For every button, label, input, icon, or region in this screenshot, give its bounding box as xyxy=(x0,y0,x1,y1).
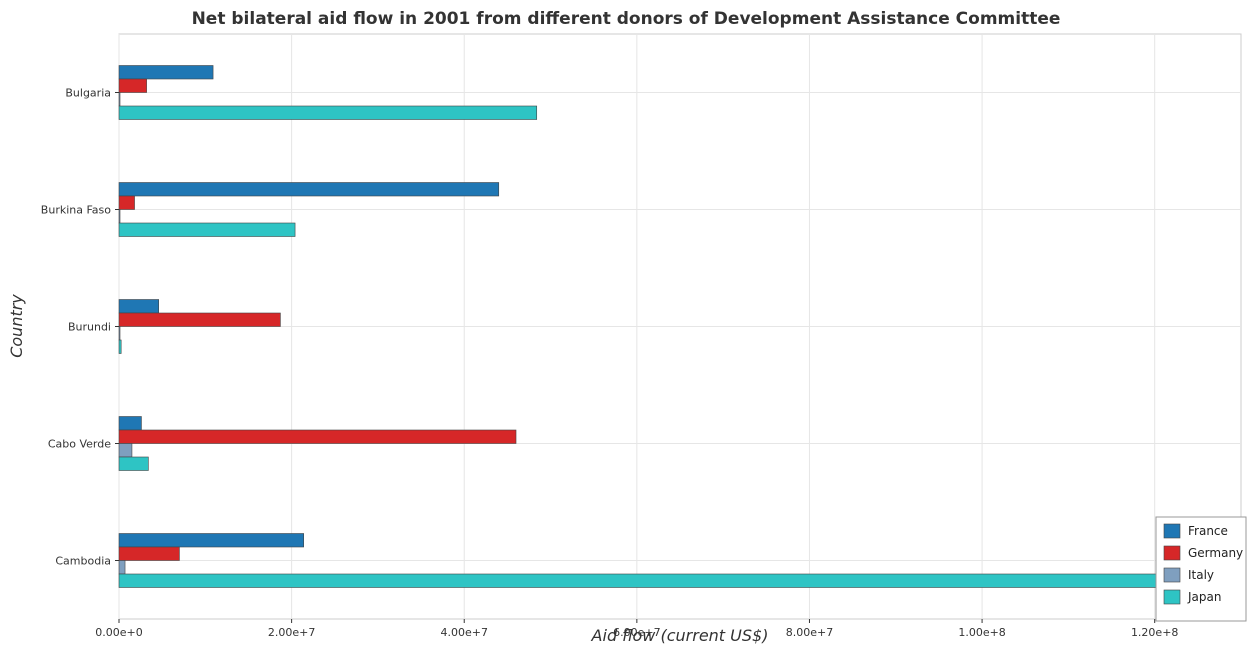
legend-label: Germany xyxy=(1188,546,1243,560)
x-tick-label: 0.00e+0 xyxy=(95,626,142,639)
legend: France Germany Italy Japan xyxy=(1155,516,1247,622)
y-axis-label: Country xyxy=(7,294,26,358)
x-tick-label: 1.20e+8 xyxy=(1131,626,1178,639)
bar-france-cabo-verde xyxy=(118,416,142,431)
bar-japan-cabo-verde xyxy=(118,456,149,471)
bar-france-burkina-faso xyxy=(118,182,500,197)
x-tick-label: 4.00e+7 xyxy=(440,626,487,639)
bar-japan-burundi xyxy=(118,339,122,354)
bar-italy-bulgaria xyxy=(118,92,121,107)
x-tick-labels: 0.00e+0 2.00e+7 4.00e+7 6.00e+7 8.00e+7 1.00e… xyxy=(95,619,1178,639)
bar-france-burundi xyxy=(118,299,160,314)
bar-italy-burundi xyxy=(118,326,121,341)
chart-title: Net bilateral aid flow in 2001 from diff… xyxy=(192,9,1061,29)
legend-swatch xyxy=(1163,567,1181,583)
bar-japan-burkina-faso xyxy=(118,222,296,237)
bar-japan-bulgaria xyxy=(118,105,538,120)
legend-swatch xyxy=(1163,545,1181,561)
legend-label: France xyxy=(1188,524,1228,538)
x-axis-label: Aid flow (current US$) xyxy=(591,626,769,645)
bar-france-bulgaria xyxy=(118,65,214,80)
bar-germany-burkina-faso xyxy=(118,195,135,210)
legend-label: Japan xyxy=(1187,590,1221,604)
y-tick-label: Cambodia xyxy=(55,555,111,568)
x-tick-label: 8.00e+7 xyxy=(786,626,833,639)
bar-italy-burkina-faso xyxy=(118,209,121,224)
legend-label: Italy xyxy=(1188,568,1214,582)
bar-germany-cabo-verde xyxy=(118,429,517,444)
x-tick-label: 1.00e+8 xyxy=(958,626,1005,639)
bar-italy-cabo-verde xyxy=(118,443,133,458)
bar-italy-cambodia xyxy=(118,560,126,575)
y-tick-label: Burkina Faso xyxy=(41,204,111,217)
bar-france-cambodia xyxy=(118,533,304,548)
bar-germany-bulgaria xyxy=(118,78,147,93)
x-tick-label: 6.00e+7 xyxy=(613,626,660,639)
y-tick-label: Burundi xyxy=(68,321,111,334)
bar-germany-cambodia xyxy=(118,546,180,561)
y-tick-label: Cabo Verde xyxy=(48,438,111,451)
bars xyxy=(118,65,1157,588)
x-tick-label: 2.00e+7 xyxy=(268,626,315,639)
legend-swatch xyxy=(1163,589,1181,605)
y-tick-labels: Bulgaria Burkina Faso Burundi Cabo Verde Cam… xyxy=(41,87,119,568)
bar-germany-burundi xyxy=(118,312,281,327)
legend-swatch xyxy=(1163,523,1181,539)
y-tick-label: Bulgaria xyxy=(65,87,111,100)
bar-japan-cambodia xyxy=(118,573,1157,588)
grid xyxy=(118,34,1241,619)
